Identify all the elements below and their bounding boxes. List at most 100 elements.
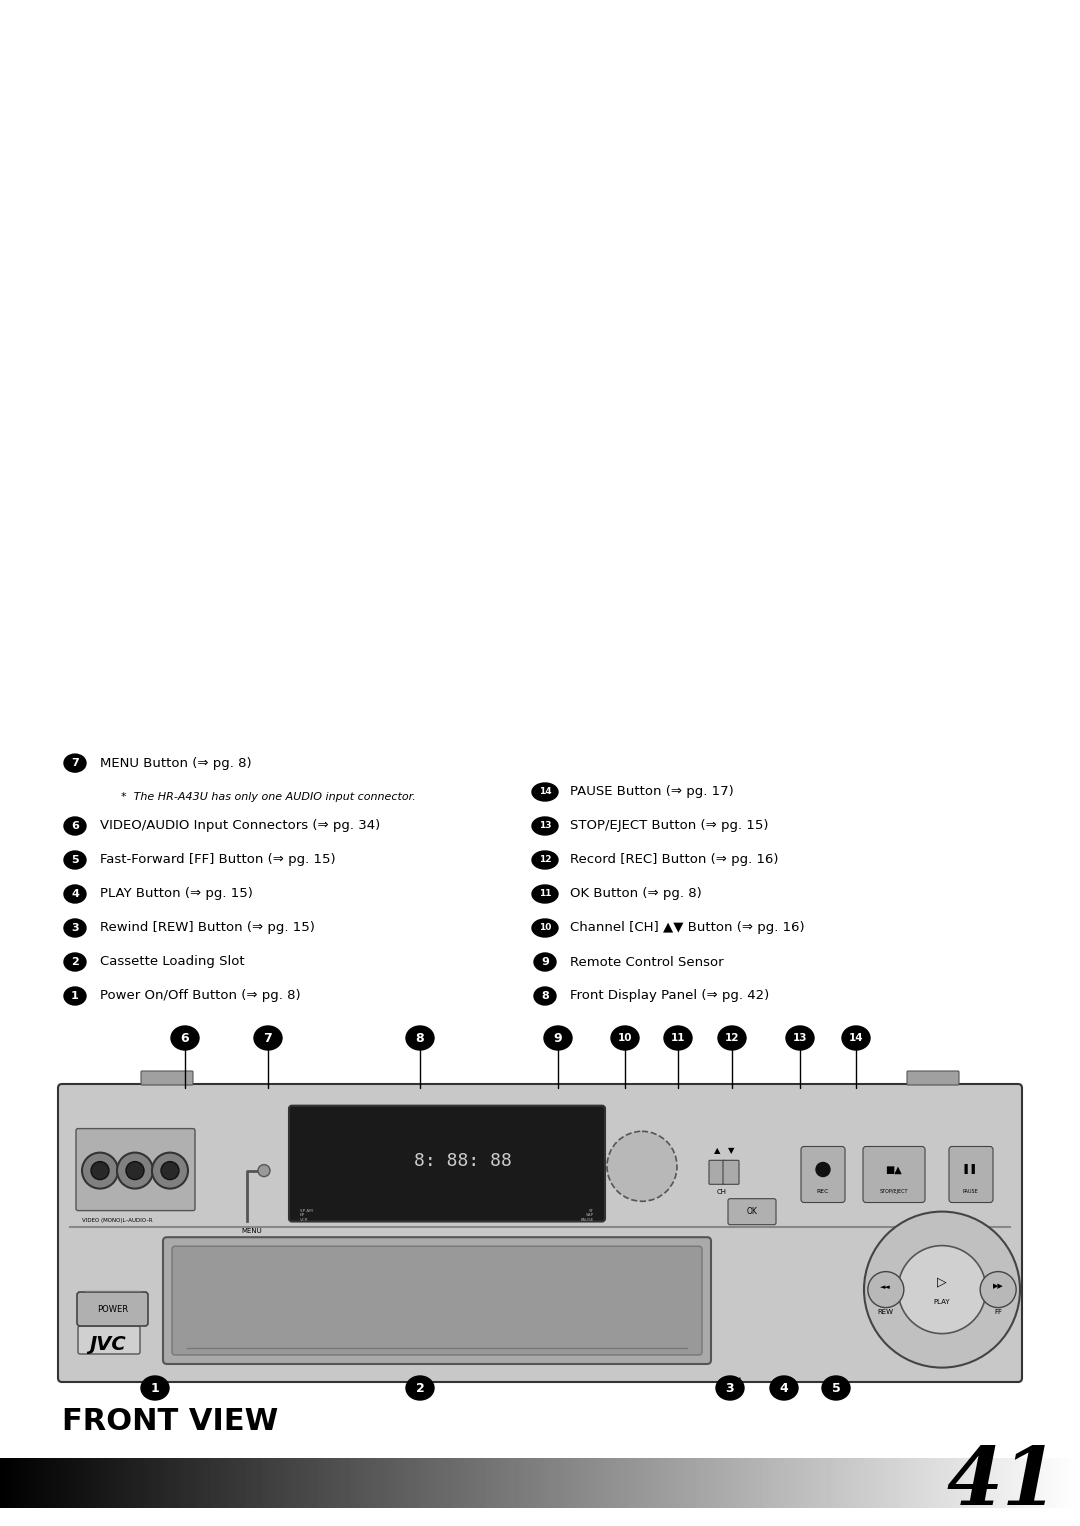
FancyBboxPatch shape (728, 1199, 777, 1225)
Text: VIDEO/AUDIO Input Connectors (⇒ pg. 34): VIDEO/AUDIO Input Connectors (⇒ pg. 34) (100, 819, 380, 833)
Ellipse shape (611, 1025, 639, 1050)
Ellipse shape (171, 1025, 199, 1050)
Text: Channel [CH] ▲▼ Button (⇒ pg. 16): Channel [CH] ▲▼ Button (⇒ pg. 16) (570, 922, 805, 934)
Text: 12: 12 (539, 856, 551, 865)
Text: 2: 2 (416, 1381, 424, 1395)
Text: Rewind [REW] Button (⇒ pg. 15): Rewind [REW] Button (⇒ pg. 15) (100, 922, 315, 934)
Text: REW: REW (878, 1309, 894, 1314)
Circle shape (864, 1212, 1020, 1367)
Circle shape (868, 1271, 904, 1308)
Text: 1: 1 (150, 1381, 160, 1395)
FancyBboxPatch shape (141, 1071, 193, 1085)
Text: 10: 10 (618, 1033, 632, 1042)
Text: 6: 6 (71, 821, 79, 832)
Text: 9: 9 (541, 957, 549, 967)
Text: 9: 9 (554, 1032, 563, 1044)
Ellipse shape (822, 1376, 850, 1399)
Ellipse shape (664, 1025, 692, 1050)
Ellipse shape (716, 1376, 744, 1399)
Ellipse shape (718, 1025, 746, 1050)
Text: 12: 12 (725, 1033, 739, 1042)
Ellipse shape (64, 816, 86, 835)
Text: 11: 11 (671, 1033, 685, 1042)
Text: ■▲: ■▲ (886, 1164, 903, 1175)
Circle shape (897, 1245, 986, 1334)
Text: 4: 4 (71, 890, 79, 899)
Text: 1: 1 (71, 990, 79, 1001)
FancyBboxPatch shape (801, 1146, 845, 1202)
Ellipse shape (770, 1376, 798, 1399)
Text: Remote Control Sensor: Remote Control Sensor (570, 955, 724, 969)
Text: 3: 3 (71, 923, 79, 932)
Circle shape (91, 1161, 109, 1180)
Text: Power On/Off Button (⇒ pg. 8): Power On/Off Button (⇒ pg. 8) (100, 989, 300, 1003)
Ellipse shape (842, 1025, 870, 1050)
Text: 13: 13 (539, 821, 551, 830)
Circle shape (126, 1161, 144, 1180)
Ellipse shape (532, 885, 558, 903)
Ellipse shape (534, 987, 556, 1006)
Circle shape (82, 1152, 118, 1189)
Text: 2: 2 (71, 957, 79, 967)
Text: 7: 7 (264, 1032, 272, 1044)
Text: POWER: POWER (97, 1305, 129, 1314)
Text: ❚❚: ❚❚ (962, 1164, 978, 1175)
Text: CH: CH (717, 1189, 727, 1195)
Ellipse shape (534, 954, 556, 971)
Circle shape (816, 1163, 831, 1177)
FancyBboxPatch shape (907, 1071, 959, 1085)
Text: 5: 5 (71, 855, 79, 865)
FancyBboxPatch shape (949, 1146, 993, 1202)
Text: Front Display Panel (⇒ pg. 42): Front Display Panel (⇒ pg. 42) (570, 989, 769, 1003)
Ellipse shape (532, 783, 558, 801)
Text: REC: REC (816, 1189, 829, 1193)
Text: 6: 6 (180, 1032, 189, 1044)
Circle shape (258, 1164, 270, 1177)
Ellipse shape (141, 1376, 168, 1399)
Circle shape (152, 1152, 188, 1189)
Text: FRONT VIEW: FRONT VIEW (62, 1407, 279, 1436)
FancyBboxPatch shape (163, 1238, 711, 1364)
Text: SP AM
EP
VCR: SP AM EP VCR (300, 1209, 313, 1222)
Text: *  The HR-A43U has only one AUDIO input connector.: * The HR-A43U has only one AUDIO input c… (114, 792, 416, 803)
Text: ST
SAP
PAUSE: ST SAP PAUSE (581, 1209, 594, 1222)
Text: ▷: ▷ (937, 1276, 947, 1288)
Text: ◄◄: ◄◄ (880, 1283, 891, 1289)
Text: 5: 5 (832, 1381, 840, 1395)
Ellipse shape (64, 885, 86, 903)
Ellipse shape (532, 816, 558, 835)
Text: STOP/EJECT: STOP/EJECT (880, 1189, 908, 1193)
Text: MENU Button (⇒ pg. 8): MENU Button (⇒ pg. 8) (100, 757, 252, 769)
Ellipse shape (406, 1025, 434, 1050)
Ellipse shape (64, 987, 86, 1006)
Ellipse shape (786, 1025, 814, 1050)
FancyBboxPatch shape (708, 1160, 725, 1184)
Text: PLAY: PLAY (934, 1299, 950, 1305)
Circle shape (607, 1131, 677, 1201)
Text: 8: 8 (416, 1032, 424, 1044)
Text: PLAY Button (⇒ pg. 15): PLAY Button (⇒ pg. 15) (100, 888, 253, 900)
FancyBboxPatch shape (172, 1247, 702, 1355)
Text: STOP/EJECT Button (⇒ pg. 15): STOP/EJECT Button (⇒ pg. 15) (570, 819, 769, 833)
Text: 14: 14 (849, 1033, 863, 1042)
Text: VIDEO (MONO)L–AUDIO–R: VIDEO (MONO)L–AUDIO–R (82, 1218, 152, 1224)
Ellipse shape (254, 1025, 282, 1050)
Circle shape (981, 1271, 1016, 1308)
Text: 11: 11 (539, 890, 551, 899)
Ellipse shape (64, 754, 86, 772)
FancyBboxPatch shape (76, 1129, 195, 1210)
Ellipse shape (544, 1025, 572, 1050)
Text: MENU: MENU (242, 1227, 262, 1233)
Text: 3: 3 (726, 1381, 734, 1395)
Text: ▼: ▼ (728, 1146, 734, 1155)
Ellipse shape (532, 919, 558, 937)
Text: 41: 41 (946, 1444, 1058, 1521)
FancyBboxPatch shape (77, 1293, 148, 1326)
Text: 8: 8 (541, 990, 549, 1001)
Ellipse shape (532, 852, 558, 868)
Text: 4: 4 (780, 1381, 788, 1395)
Ellipse shape (64, 954, 86, 971)
Text: FF: FF (995, 1309, 1002, 1314)
Ellipse shape (406, 1376, 434, 1399)
Text: JVC: JVC (90, 1335, 126, 1354)
